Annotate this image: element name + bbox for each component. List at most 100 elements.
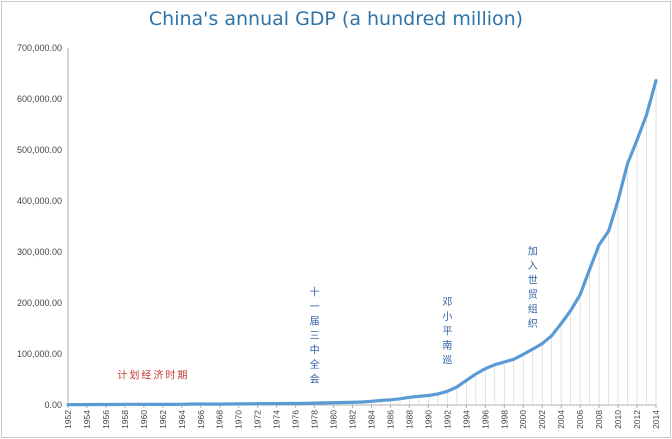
gdp-data-point: [228, 403, 230, 405]
y-tick-label: 200,000.00: [17, 298, 62, 308]
gdp-data-point: [304, 402, 306, 404]
x-tick-label: 1956: [101, 410, 111, 429]
gdp-data-point: [133, 403, 135, 405]
gdp-data-point: [522, 353, 524, 356]
gdp-data-point: [200, 403, 202, 405]
gdp-data-point: [342, 401, 344, 404]
gdp-data-point: [361, 401, 363, 403]
y-tick-label: 500,000.00: [17, 145, 62, 155]
gdp-data-point: [323, 402, 325, 404]
area-hatch-layer: [67, 80, 657, 405]
x-tick-label: 2010: [613, 410, 623, 429]
gdp-data-point: [560, 322, 562, 325]
gdp-data-point: [124, 403, 126, 405]
x-tick-label: 1972: [253, 410, 263, 429]
x-tick-label: 1986: [385, 410, 395, 429]
gdp-data-point: [351, 401, 354, 403]
gdp-data-point: [494, 364, 496, 366]
gdp-data-point: [636, 139, 638, 141]
gdp-data-point: [389, 399, 392, 401]
x-tick-label: 1982: [348, 410, 358, 429]
gdp-data-point: [570, 310, 572, 312]
gdp-data-point: [76, 403, 79, 406]
x-tick-label: 1984: [366, 410, 376, 429]
x-tick-label: 1966: [196, 410, 206, 429]
x-tick-label: 1968: [215, 410, 225, 429]
gdp-series-line: [66, 78, 658, 407]
gdp-data-point: [190, 403, 192, 405]
gdp-data-point: [475, 373, 477, 375]
gdp-data-point: [541, 343, 543, 345]
chart-annotation: 十一届三中全会: [310, 285, 320, 385]
x-tick-label: 2014: [651, 410, 661, 429]
x-tick-label: 1952: [63, 410, 73, 429]
gdp-data-point: [437, 393, 439, 395]
gdp-data-point: [370, 400, 373, 402]
gdp-data-point: [162, 403, 164, 406]
x-tick-label: 1962: [158, 410, 168, 429]
gdp-data-point: [295, 402, 297, 405]
gdp-data-point: [617, 199, 619, 201]
gdp-data-point: [105, 403, 107, 406]
y-tick-label: 0.00: [44, 400, 62, 410]
gdp-data-point: [67, 404, 69, 406]
y-tick-label: 700,000.00: [17, 43, 62, 53]
gdp-data-point: [285, 402, 287, 405]
y-tick-label: 300,000.00: [17, 247, 62, 257]
gdp-data-point: [380, 399, 382, 402]
chart-annotation: 计划经济时期: [117, 368, 189, 381]
x-tick-label: 1964: [177, 410, 187, 429]
x-tick-label: 1960: [139, 410, 149, 429]
gdp-data-point: [503, 361, 505, 363]
x-tick-label: 1958: [120, 410, 130, 429]
x-tick-label: 2006: [575, 410, 585, 429]
chart-annotation: 邓小平南巡: [442, 297, 452, 367]
gdp-data-point: [598, 244, 600, 246]
gdp-data-point: [238, 403, 240, 405]
x-tick-label: 2008: [594, 410, 604, 429]
gdp-data-point: [247, 403, 249, 405]
gdp-data-point: [418, 395, 420, 397]
x-tick-label: 2002: [537, 410, 547, 429]
gdp-data-point: [95, 403, 98, 406]
x-tick-label: 1992: [442, 410, 452, 429]
gdp-data-point: [551, 335, 553, 337]
gdp-data-point: [465, 379, 467, 382]
gdp-data-point: [209, 403, 211, 405]
gdp-data-point: [532, 348, 534, 350]
gdp-data-point: [399, 398, 401, 400]
y-tick-label: 400,000.00: [17, 196, 62, 206]
x-tick-label: 1970: [234, 410, 244, 429]
gdp-data-point: [266, 403, 268, 405]
gdp-data-point: [456, 386, 458, 388]
x-tick-label: 1996: [480, 410, 490, 429]
x-tick-label: 1990: [423, 410, 433, 429]
x-tick-label: 1954: [82, 410, 92, 429]
chart-annotation: 加入世贸组织: [528, 246, 538, 330]
gdp-data-point: [645, 114, 648, 116]
gdp-data-point: [171, 403, 173, 405]
gdp-data-point: [276, 402, 278, 405]
series-layer: [66, 78, 658, 407]
gdp-data-point: [513, 358, 515, 360]
gdp-data-point: [257, 403, 259, 405]
gdp-data-point: [408, 396, 411, 398]
x-tick-label: 2012: [632, 410, 642, 429]
y-axis-ticks: 0.00 100,000.00 200,000.00 300,000.00 400,00…: [17, 43, 62, 410]
chart-title: China's annual GDP (a hundred million): [148, 8, 524, 30]
gdp-data-point: [152, 403, 154, 405]
gdp-data-point: [114, 403, 117, 406]
y-tick-label: 100,000.00: [17, 349, 62, 359]
x-tick-label: 2004: [556, 410, 566, 429]
y-tick-label: 600,000.00: [17, 94, 62, 104]
gdp-data-point: [219, 403, 221, 405]
annotations: 计划经济时期 十一届三中全会 邓小平南巡 加入世贸组织: [117, 246, 537, 386]
gdp-data-point: [427, 394, 429, 397]
axes: [67, 48, 656, 406]
gdp-data-point: [143, 403, 145, 405]
gdp-data-point: [579, 294, 581, 296]
gdp-data-point: [446, 390, 448, 392]
x-tick-label: 1974: [272, 410, 282, 429]
